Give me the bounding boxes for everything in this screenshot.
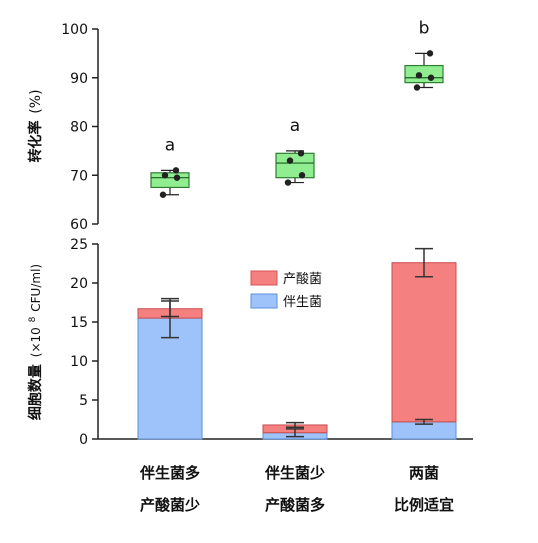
category-1-line1: 伴生菌多 (139, 464, 200, 482)
data-point (284, 179, 292, 186)
error-bar (415, 247, 433, 278)
error-bar (161, 300, 179, 318)
error-bar (415, 418, 433, 425)
error-bar (286, 428, 304, 438)
data-point (415, 72, 423, 79)
bottom-y-tick-label: 5 (79, 393, 88, 409)
top-y-tick-label: 90 (70, 71, 88, 87)
legend-label-companion: 伴生菌 (283, 295, 322, 310)
bottom-y-tick-label: 10 (70, 354, 88, 370)
legend: 产酸菌 伴生菌 (250, 270, 322, 310)
bottom-y-label-unit-pre: (×10 (29, 327, 43, 357)
data-point (413, 84, 421, 91)
box-iqr (404, 64, 444, 84)
category-2-line1: 伴生菌少 (264, 464, 325, 482)
top-y-tick-label: 60 (70, 217, 88, 233)
legend-swatch-companion (250, 293, 278, 309)
data-point (298, 172, 306, 179)
top-y-label-unit: (%) (28, 89, 44, 113)
bar-segment-acid (391, 262, 457, 423)
bottom-y-label-unit-post: CFU/ml) (29, 264, 43, 312)
bottom-y-tick-label: 15 (70, 315, 88, 331)
data-point (426, 50, 434, 57)
category-1-line2: 产酸菌少 (140, 496, 200, 514)
svg-text:细胞数量 (×10 8: 细胞数量 (×10 8 CFU/ml) (23, 264, 44, 420)
significance-letter: a (290, 116, 300, 136)
svg-text:转化率 (%): 转化率 (%) (27, 89, 44, 162)
category-2-line2: 产酸菌多 (265, 496, 325, 514)
stacked-bars (137, 247, 457, 440)
top-y-label: 转化率 (%) (27, 89, 44, 162)
box-iqr (150, 172, 190, 189)
bottom-y-label-main: 细胞数量 (27, 364, 44, 420)
legend-swatch-acid (250, 270, 278, 286)
top-y-tick-label: 80 (70, 120, 88, 136)
bottom-y-tick-label: 25 (70, 237, 88, 253)
significance-letter: a (165, 135, 175, 155)
top-y-axis: 60 70 80 90 100 (61, 22, 99, 233)
error-bar (286, 421, 304, 429)
data-point (286, 157, 294, 164)
bottom-y-tick-label: 0 (79, 432, 88, 448)
box-plots: a a b (150, 18, 444, 198)
top-y-label-main: 转化率 (27, 121, 44, 163)
data-point (427, 74, 435, 81)
bar-stack-1 (137, 297, 203, 440)
data-point (173, 174, 181, 181)
bottom-y-label: 细胞数量 (×10 8 CFU/ml) (23, 264, 44, 420)
significance-letter: b (419, 18, 430, 38)
bar-stack-2 (262, 421, 328, 440)
category-3-line1: 两菌 (409, 464, 439, 482)
data-point (297, 150, 305, 157)
box-group-1: a (150, 135, 190, 198)
bottom-y-label-unit-sup: 8 (28, 316, 38, 322)
box-group-2: a (275, 116, 315, 186)
box-iqr (275, 152, 315, 179)
top-y-tick-label: 70 (70, 168, 88, 184)
category-3-line2: 比例适宜 (394, 496, 454, 514)
legend-label-acid: 产酸菌 (283, 272, 322, 287)
box-group-3: b (404, 18, 444, 91)
data-point (161, 172, 169, 179)
x-category-labels: 伴生菌多 产酸菌少 伴生菌少 产酸菌多 两菌 比例适宜 (139, 464, 454, 514)
data-point (172, 167, 180, 174)
top-y-tick-label: 100 (61, 22, 88, 38)
bar-stack-3 (391, 247, 457, 440)
data-point (159, 191, 167, 198)
bottom-y-tick-label: 20 (70, 276, 88, 292)
